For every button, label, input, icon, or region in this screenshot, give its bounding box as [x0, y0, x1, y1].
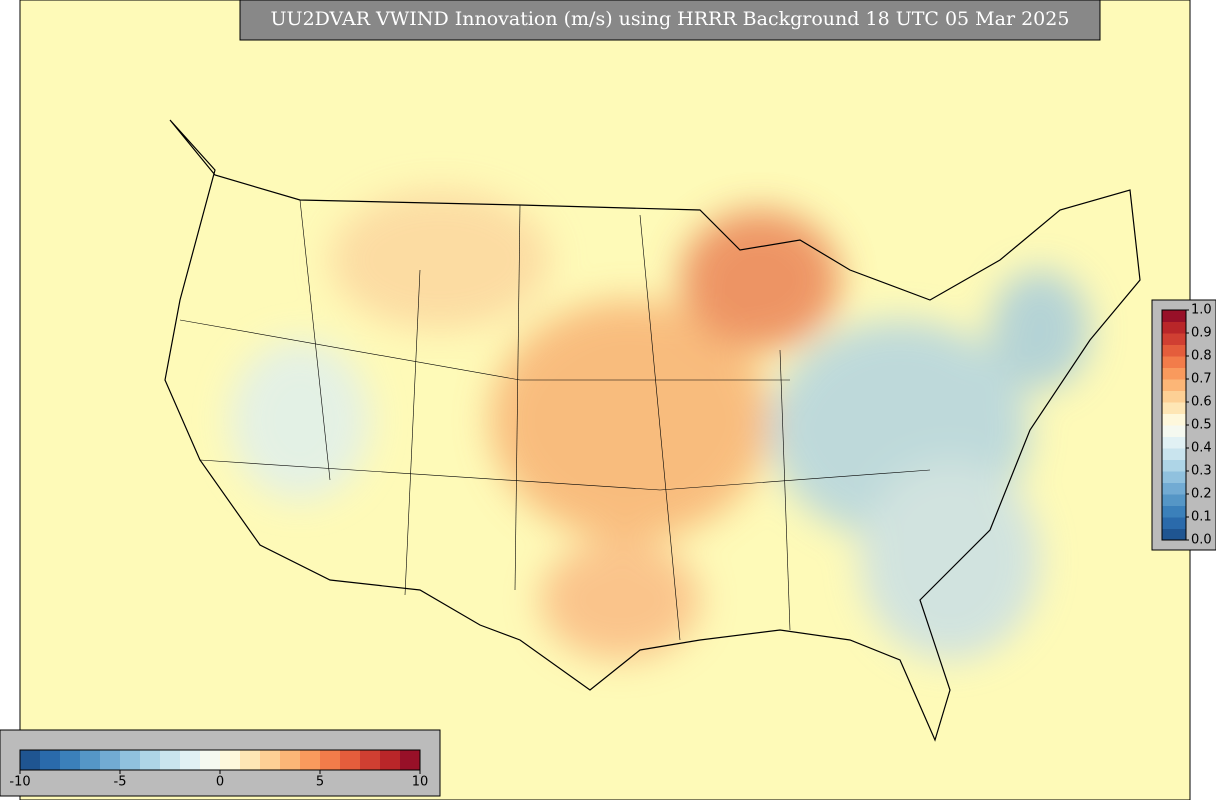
colorbar-swatch	[1162, 436, 1186, 449]
colorbar-swatch	[1162, 367, 1186, 380]
colorbar-tick-label: 0.0	[1191, 533, 1212, 548]
colorbars: -10 -5 0 5 10 0.0 0.1 0.2 0.3 0.4 0.5 0.6 0.7 0.8 0.9 1…	[9, 303, 1211, 790]
colorbar-swatch	[60, 750, 81, 770]
colorbar-tick-label: 0.5	[1191, 418, 1212, 433]
colorbar-swatch	[320, 750, 341, 770]
colorbar-swatch	[340, 750, 361, 770]
colorbar-swatch	[260, 750, 281, 770]
colorbar-tick-label: 0.4	[1191, 441, 1212, 456]
colorbar-swatch	[380, 750, 401, 770]
colorbar-tick-label: -5	[114, 775, 127, 790]
colorbar-swatch	[1162, 402, 1186, 414]
colorbar-swatch	[1162, 390, 1186, 403]
colorbar-swatch	[80, 750, 101, 770]
colorbar-swatch	[180, 750, 201, 770]
colorbar-swatch	[1162, 471, 1186, 483]
colorbar-swatch	[160, 750, 181, 770]
colorbar-swatch	[1162, 459, 1186, 472]
colorbar-swatch	[120, 750, 141, 770]
title-box	[239, 0, 1101, 41]
colorbar-swatch	[100, 750, 121, 770]
colorbar-tick-label: 0.3	[1191, 464, 1212, 479]
coastline	[164, 119, 1141, 742]
colorbar-tick-label: 0.9	[1191, 326, 1212, 341]
colorbar-tick-label: 0.6	[1191, 395, 1212, 410]
colorbar-tick-label: 0.8	[1191, 349, 1212, 364]
colorbar-swatch	[1162, 344, 1186, 357]
colorbar-swatch	[40, 750, 61, 770]
colorbar-tick-label: 0.1	[1191, 510, 1212, 525]
colorbar-swatch	[140, 750, 161, 770]
analysis-field	[230, 190, 1090, 660]
colorbar-swatch	[400, 750, 421, 770]
colorbar-swatch	[360, 750, 381, 770]
colorbar-swatch	[300, 750, 321, 770]
colorbar-swatch	[1162, 482, 1186, 495]
colorbar-swatch	[200, 750, 221, 770]
colorbar-tick-label: 0.7	[1191, 372, 1212, 387]
colorbar-swatch	[1162, 517, 1186, 529]
colorbar-swatch	[1162, 494, 1186, 506]
state-borders	[179, 199, 931, 641]
colorbar-tick-label: 5	[316, 775, 324, 790]
colorbar-swatch	[1162, 310, 1186, 322]
colorbar-swatch	[1162, 448, 1186, 460]
colorbar-swatch	[1162, 321, 1186, 334]
colorbar-swatch	[240, 750, 261, 770]
title: UU2DVAR VWIND Innovation (m/s) using HRR…	[271, 8, 1070, 30]
colorbar-tick-label: -10	[9, 775, 30, 790]
colorbar-swatch	[20, 750, 41, 770]
colorbar-swatch	[1162, 413, 1186, 426]
colorbar-swatch	[1162, 379, 1186, 391]
colorbar-swatch	[1162, 425, 1186, 437]
colorbar-swatch	[220, 750, 241, 770]
colorbar-tick-label: 0.2	[1191, 487, 1212, 502]
colorbar-swatch	[280, 750, 301, 770]
colorbar-tick-label: 1.0	[1191, 303, 1212, 318]
colorbar-swatch	[1162, 333, 1186, 345]
colorbar-tick-label: 0	[216, 775, 224, 790]
colorbar-swatch	[1162, 505, 1186, 518]
colorbar-swatch	[1162, 528, 1186, 541]
colorbar-swatch	[1162, 356, 1186, 368]
colorbar-tick-label: 10	[412, 775, 429, 790]
